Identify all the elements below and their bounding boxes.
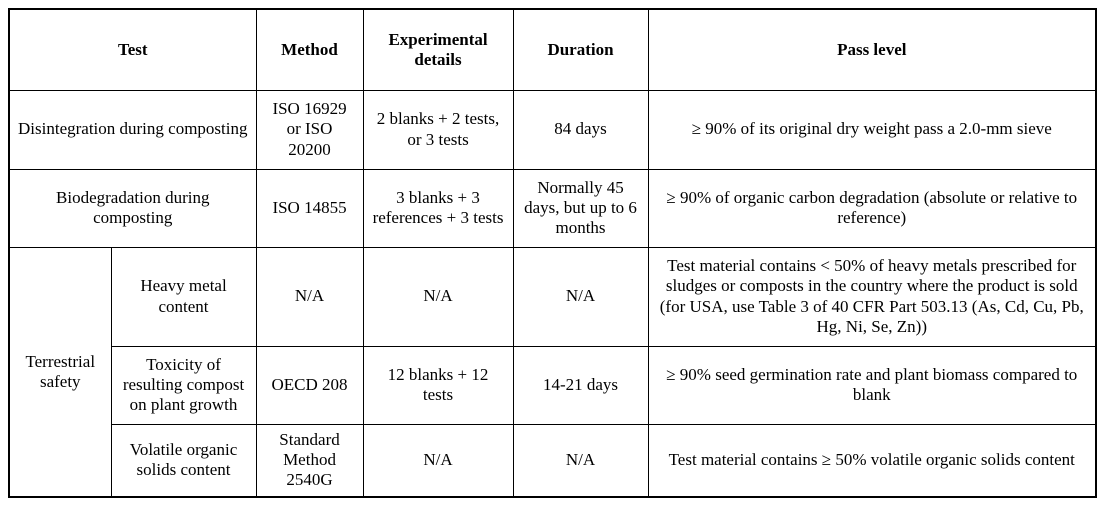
biodegradation-test-cell: Biodegradation during composting [8, 168, 257, 248]
disintegration-details-cell: 2 blanks + 2 tests, or 3 tests [362, 89, 514, 170]
compostability-test-table: Test Method Experimental details Duratio… [8, 8, 1098, 498]
table-row-disintegration: Disintegration during composting ISO 169… [8, 89, 1097, 170]
table-row-toxicity: Toxicity of resulting compost on plant g… [9, 345, 1097, 425]
heavy-metal-details-cell: N/A [362, 246, 514, 347]
biodegradation-duration-cell: Normally 45 days, but up to 6 months [512, 168, 649, 248]
disintegration-pass-cell: ≥ 90% of its original dry weight pass a … [647, 89, 1097, 170]
heavy-metal-duration-cell: N/A [512, 246, 649, 347]
toxicity-test-cell: Toxicity of resulting compost on plant g… [110, 345, 257, 425]
heavy-metal-method-cell: N/A [255, 246, 364, 347]
toxicity-method-cell: OECD 208 [255, 345, 364, 425]
column-header-method: Method [255, 8, 364, 91]
disintegration-method-cell: ISO 16929 or ISO 20200 [255, 89, 364, 170]
biodegradation-method-cell: ISO 14855 [255, 168, 364, 248]
toxicity-details-cell: 12 blanks + 12 tests [362, 345, 514, 425]
volatile-solids-duration-cell: N/A [512, 423, 649, 498]
disintegration-duration-cell: 84 days [512, 89, 649, 170]
table-row-biodegradation: Biodegradation during composting ISO 148… [8, 168, 1097, 248]
heavy-metal-pass-cell: Test material contains < 50% of heavy me… [647, 246, 1097, 347]
toxicity-pass-cell: ≥ 90% seed germination rate and plant bi… [647, 345, 1097, 425]
column-header-duration: Duration [512, 8, 649, 91]
volatile-solids-test-cell: Volatile organic solids content [110, 423, 257, 498]
heavy-metal-test-cell: Heavy metal content [110, 246, 257, 347]
biodegradation-pass-cell: ≥ 90% of organic carbon degradation (abs… [647, 168, 1097, 248]
column-header-test: Test [8, 8, 257, 91]
table-row-volatile-solids: Volatile organic solids content Standard… [9, 423, 1097, 498]
volatile-solids-method-cell: Standard Method 2540G [255, 423, 364, 498]
volatile-solids-pass-cell: Test material contains ≥ 50% volatile or… [647, 423, 1097, 498]
volatile-solids-details-cell: N/A [362, 423, 514, 498]
table-row-heavy-metal: Terrestrial safety Heavy metal content N… [8, 246, 1097, 498]
header-row: Test Method Experimental details Duratio… [8, 8, 1097, 91]
disintegration-test-cell: Disintegration during composting [8, 89, 257, 170]
biodegradation-details-cell: 3 blanks + 3 references + 3 tests [362, 168, 514, 248]
toxicity-duration-cell: 14-21 days [512, 345, 649, 425]
column-header-pass-level: Pass level [647, 8, 1097, 91]
terrestrial-safety-group-cell: Terrestrial safety [8, 246, 112, 498]
column-header-experimental-details: Experimental details [362, 8, 514, 91]
